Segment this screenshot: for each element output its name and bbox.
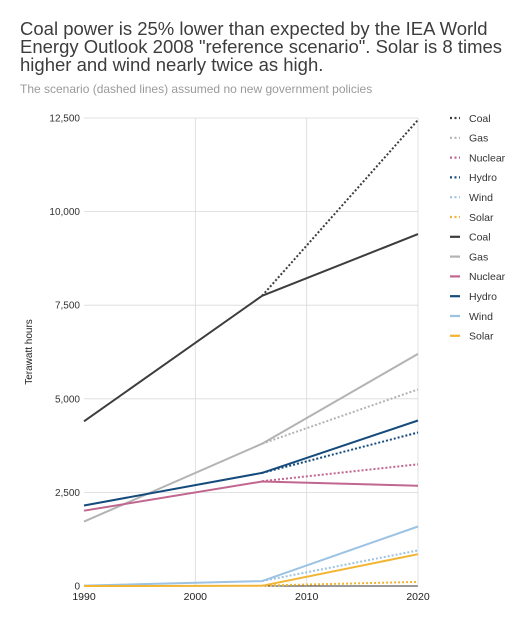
series-line-wind-scenario [261, 549, 419, 583]
y-axis-label: Terawatt hours [24, 319, 35, 385]
x-tick-label: 2020 [406, 591, 430, 603]
legend-item-solar-scenario: Solar [450, 212, 494, 224]
legend-label: Hydro [469, 172, 497, 184]
legend-item-gas-scenario: Gas [450, 133, 488, 145]
y-tick-label: 7,500 [55, 301, 80, 312]
legend-item-gas-actual: Gas [450, 251, 488, 263]
y-tick-label: 5,000 [55, 394, 80, 405]
series-line-solar-scenario [262, 580, 419, 587]
chart-title: Coal power is 25% lower than expected by… [20, 18, 503, 75]
series-line-gas-scenario [261, 388, 419, 445]
legend-item-hydro-scenario: Hydro [450, 172, 497, 184]
x-tick-label: 2010 [295, 591, 319, 603]
legend-item-nuclear-scenario: Nuclear [450, 152, 506, 164]
series-line-nuclear-actual [83, 480, 419, 512]
legend-label: Coal [469, 113, 491, 125]
legend-item-hydro-actual: Hydro [450, 291, 497, 303]
chart-subtitle: The scenario (dashed lines) assumed no n… [20, 82, 373, 96]
series-line-hydro-scenario [261, 431, 419, 474]
legend-item-coal-scenario: Coal [450, 113, 491, 125]
chart-series-lines [83, 119, 419, 587]
legend-label: Wind [469, 192, 493, 204]
chart-legend: Coal Gas Nuclear Hydro Wind Solar Coal Gas Nucle… [450, 113, 506, 343]
legend-item-nuclear-actual: Nuclear [450, 271, 506, 283]
legend-label: Hydro [469, 291, 497, 303]
legend-item-wind-actual: Wind [450, 311, 493, 323]
legend-label: Wind [469, 311, 493, 323]
legend-label: Coal [469, 232, 491, 244]
y-tick-label: 12,500 [49, 114, 80, 125]
chart-gridlines [84, 117, 419, 587]
chart-tick-labels: 0 2,500 5,000 7,500 10,000 12,500 1990 2000 2010… [49, 114, 429, 604]
y-tick-label: 0 [74, 582, 80, 593]
series-line-solar-actual [83, 553, 419, 587]
legend-label: Gas [469, 133, 488, 145]
legend-label: Nuclear [469, 152, 506, 164]
x-tick-label: 2000 [184, 591, 208, 603]
legend-label: Gas [469, 251, 488, 263]
y-tick-label: 10,000 [49, 207, 80, 218]
x-tick-label: 1990 [72, 591, 96, 603]
series-line-wind-actual [83, 525, 419, 587]
series-line-coal-scenario [261, 119, 419, 297]
legend-label: Solar [469, 331, 494, 343]
legend-item-coal-actual: Coal [450, 232, 491, 244]
legend-label: Solar [469, 212, 494, 224]
y-tick-label: 2,500 [55, 488, 80, 499]
legend-item-wind-scenario: Wind [450, 192, 493, 204]
series-line-coal-actual [83, 233, 419, 423]
legend-item-solar-actual: Solar [450, 331, 494, 343]
legend-label: Nuclear [469, 271, 506, 283]
